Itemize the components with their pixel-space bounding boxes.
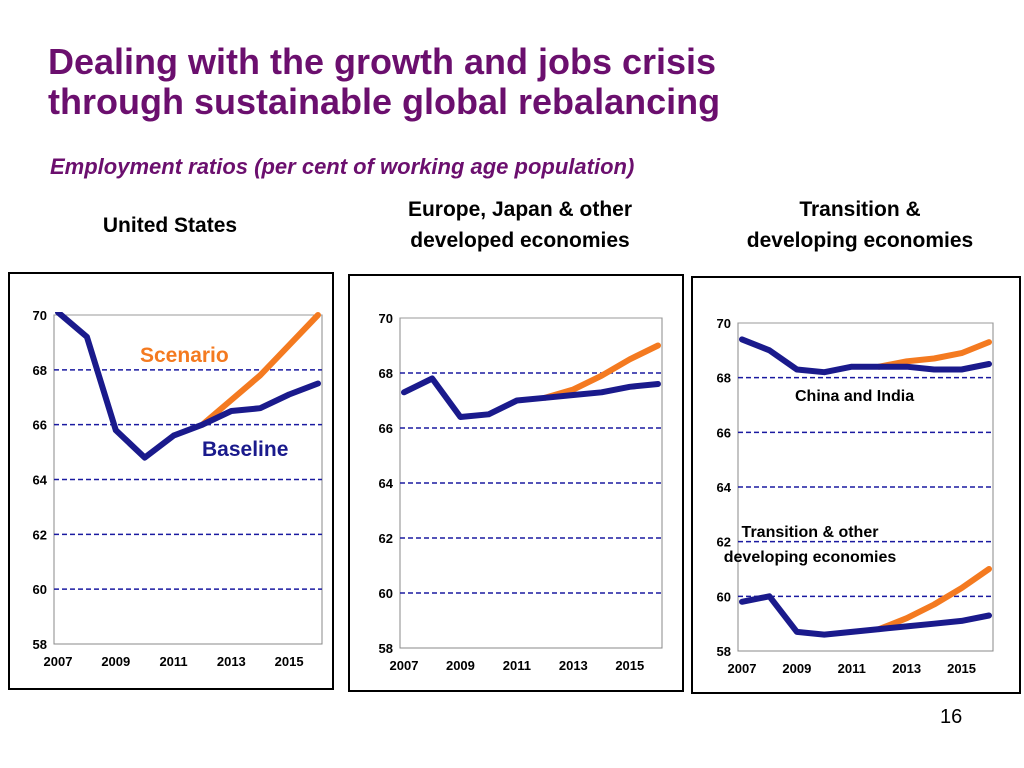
y-tick-label: 58 [717,644,731,659]
x-tick-label: 2011 [503,658,531,673]
series-line-baseline [739,336,992,376]
y-tick-label: 62 [379,531,393,546]
y-tick-label: 60 [717,589,731,604]
chart-united-states: 58 60 62 64 66 68 70 2007 2009 2011 2013 2015 Scenar… [33,308,323,669]
series-line-scenario [876,339,992,370]
x-tick-label: 2013 [892,661,921,676]
y-tick-label: 68 [33,363,47,378]
slide-subtitle: Employment ratios (per cent of working a… [50,154,635,179]
x-tick-label: 2015 [947,661,976,676]
y-tick-label: 66 [379,421,393,436]
panel-title-line-1: Transition & [799,198,921,221]
x-tick-label: 2011 [159,654,187,669]
panel-title-line-1: United States [102,214,238,237]
y-tick-label: 68 [379,366,393,381]
annotation-label: Scenario [140,344,229,367]
annotation-label: Baseline [202,438,288,461]
annotation-label: developing economies [724,549,897,566]
slide-title-line-1: Dealing with the growth and jobs crisis [48,41,717,82]
series-line-scenario [199,312,321,428]
y-tick-label: 70 [33,308,47,323]
y-tick-label: 64 [717,480,732,495]
chart-developed-economies: 58 60 62 64 66 68 70 2007 2009 2011 2013 2015 [379,311,663,673]
chart-frame-developed: 58 60 62 64 66 68 70 2007 2009 2011 2013 2015 [348,274,684,692]
slide-title: Dealing with the growth and jobs crisis … [48,42,720,122]
y-tick-label: 58 [379,641,393,656]
x-tick-label: 2015 [275,654,304,669]
annotation-label: China and India [795,388,914,405]
x-tick-label: 2007 [728,661,757,676]
panel-title-line-2: developed economies [410,229,630,252]
y-tick-label: 64 [379,476,394,491]
series-line-scenario [876,566,992,633]
x-tick-label: 2013 [217,654,246,669]
y-tick-label: 62 [33,527,47,542]
y-tick-label: 70 [379,311,393,326]
chart-frame-developing: 58 60 62 64 66 68 70 2007 2009 2011 2013 2015 China … [691,276,1021,694]
series-line-baseline [55,312,321,461]
y-tick-label: 68 [717,371,731,386]
x-tick-label: 2011 [838,661,866,676]
x-tick-label: 2009 [101,654,130,669]
y-tick-label: 58 [33,637,47,652]
panel-title-united-states: United States [60,210,280,241]
x-tick-label: 2007 [44,654,73,669]
page-number: 16 [940,706,963,728]
annotation-label: Transition & other [742,524,879,541]
series-line-baseline [401,375,661,420]
panel-title-line-2: developing economies [746,229,974,252]
chart-frame-united-states: 58 60 62 64 66 68 70 2007 2009 2011 2013 2015 Scenar… [8,272,334,690]
y-tick-label: 62 [717,535,731,550]
x-tick-label: 2009 [446,658,475,673]
series-line-scenario [542,342,661,401]
y-tick-label: 70 [717,316,731,331]
x-tick-label: 2013 [559,658,588,673]
y-tick-label: 66 [33,418,47,433]
x-tick-label: 2015 [615,658,644,673]
panel-title-line-1: Europe, Japan & other [407,198,633,221]
slide-title-line-2: through sustainable global rebalancing [48,81,721,122]
y-tick-label: 60 [33,582,47,597]
x-tick-label: 2007 [390,658,419,673]
chart-developing-economies: 58 60 62 64 66 68 70 2007 2009 2011 2013 2015 China … [717,316,994,676]
panel-title-developed: Europe, Japan & other developed economie… [360,194,680,256]
series-line-baseline [739,593,992,638]
x-tick-label: 2009 [782,661,811,676]
y-tick-label: 64 [33,473,48,488]
panel-title-developing: Transition & developing economies [700,194,1020,256]
y-tick-label: 66 [717,425,731,440]
y-tick-label: 60 [379,586,393,601]
